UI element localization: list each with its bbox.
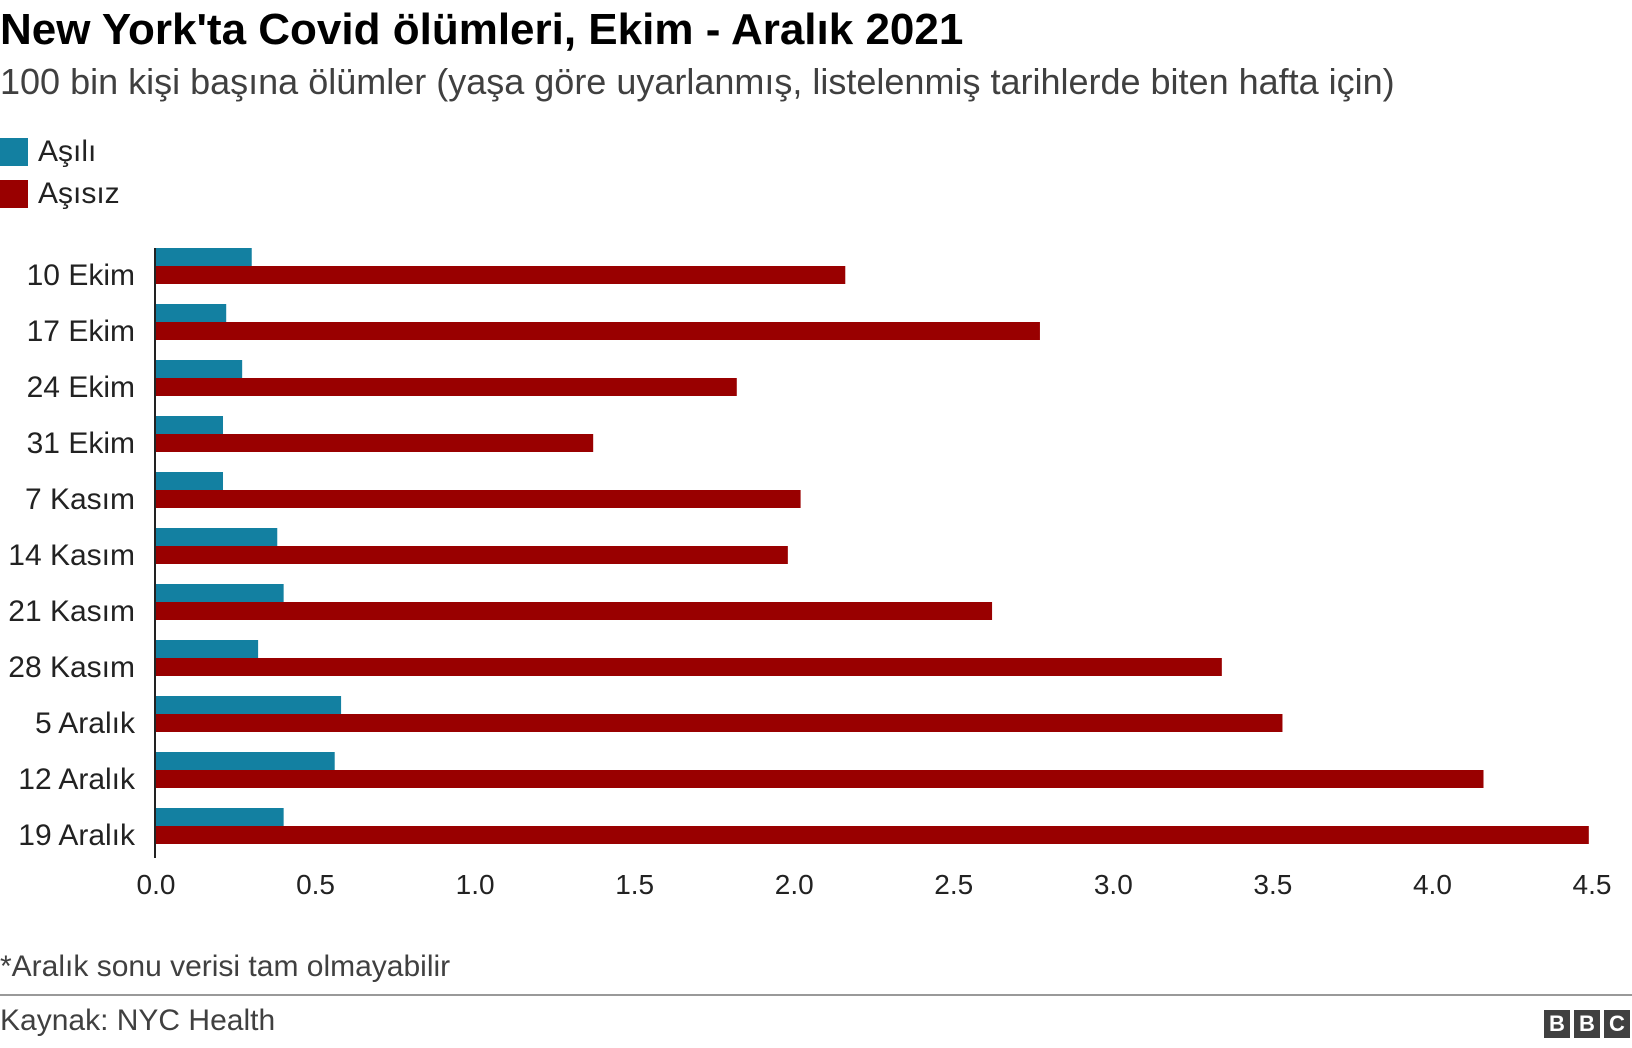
bar-unvaccinated: [156, 658, 1222, 676]
bar-chart: 10 Ekim 17 Ekim 24 Ekim 31 Ekim 7 Kasım 14 Ka…: [8, 248, 1612, 900]
bar-vaccinated: [156, 752, 335, 770]
category-label: 21 Kasım: [8, 595, 135, 628]
category-label: 14 Kasım: [8, 539, 135, 572]
bbc-logo-letter: B: [1544, 1010, 1570, 1038]
bar-vaccinated: [156, 808, 284, 826]
bar-vaccinated: [156, 416, 224, 434]
bar-unvaccinated: [156, 714, 1283, 732]
category-label: 24 Ekim: [27, 371, 135, 404]
legend-label-unvaccinated: Aşısız: [38, 177, 120, 210]
bbc-logo: B B C: [1544, 1010, 1630, 1038]
footer-divider: [0, 994, 1632, 996]
bar-vaccinated: [156, 248, 252, 266]
bar-unvaccinated: [156, 266, 846, 284]
category-label: 7 Kasım: [25, 483, 135, 516]
bar-unvaccinated: [156, 378, 737, 396]
x-tick-label: 1.0: [456, 869, 495, 900]
legend-item-vaccinated: Aşılı: [0, 134, 96, 170]
category-label: 28 Kasım: [8, 651, 135, 684]
bar-vaccinated: [156, 304, 227, 322]
x-tick-label: 4.0: [1413, 869, 1452, 900]
bar-unvaccinated: [156, 434, 594, 452]
x-tick-label: 4.5: [1573, 869, 1612, 900]
category-label: 17 Ekim: [27, 315, 135, 348]
bar-unvaccinated: [156, 322, 1040, 340]
bbc-logo-letter: B: [1574, 1010, 1600, 1038]
x-tick-label: 0.5: [296, 869, 335, 900]
bar-unvaccinated: [156, 490, 801, 508]
chart-title: New York'ta Covid ölümleri, Ekim - Aralı…: [0, 5, 964, 54]
category-label: 19 Aralık: [18, 819, 136, 852]
bar-vaccinated: [156, 696, 342, 714]
legend-swatch-vaccinated: [0, 138, 28, 166]
chart-subtitle: 100 bin kişi başına ölümler (yaşa göre u…: [0, 61, 1395, 102]
x-tick-label: 1.5: [615, 869, 654, 900]
x-tick-label: 0.0: [137, 869, 176, 900]
x-tick-label: 3.5: [1253, 869, 1292, 900]
legend-swatch-unvaccinated: [0, 180, 28, 208]
bar-vaccinated: [156, 640, 259, 658]
bar-vaccinated: [156, 528, 278, 546]
category-label: 10 Ekim: [27, 259, 135, 292]
bar-vaccinated: [156, 472, 224, 490]
bar-vaccinated: [156, 360, 243, 378]
footnote: *Aralık sonu verisi tam olmayabilir: [0, 950, 451, 983]
source-text: Kaynak: NYC Health: [0, 1004, 276, 1037]
bbc-logo-letter: C: [1604, 1010, 1630, 1038]
x-tick-label: 3.0: [1094, 869, 1133, 900]
x-tick-label: 2.5: [934, 869, 973, 900]
category-label: 31 Ekim: [27, 427, 135, 460]
category-label: 12 Aralık: [18, 763, 136, 796]
category-label: 5 Aralık: [35, 707, 136, 740]
bar-unvaccinated: [156, 602, 993, 620]
legend-item-unvaccinated: Aşısız: [0, 176, 120, 212]
legend-label-vaccinated: Aşılı: [38, 135, 97, 168]
bar-unvaccinated: [156, 770, 1484, 788]
bar-unvaccinated: [156, 546, 788, 564]
x-tick-label: 2.0: [775, 869, 814, 900]
bar-vaccinated: [156, 584, 284, 602]
bar-unvaccinated: [156, 826, 1589, 844]
